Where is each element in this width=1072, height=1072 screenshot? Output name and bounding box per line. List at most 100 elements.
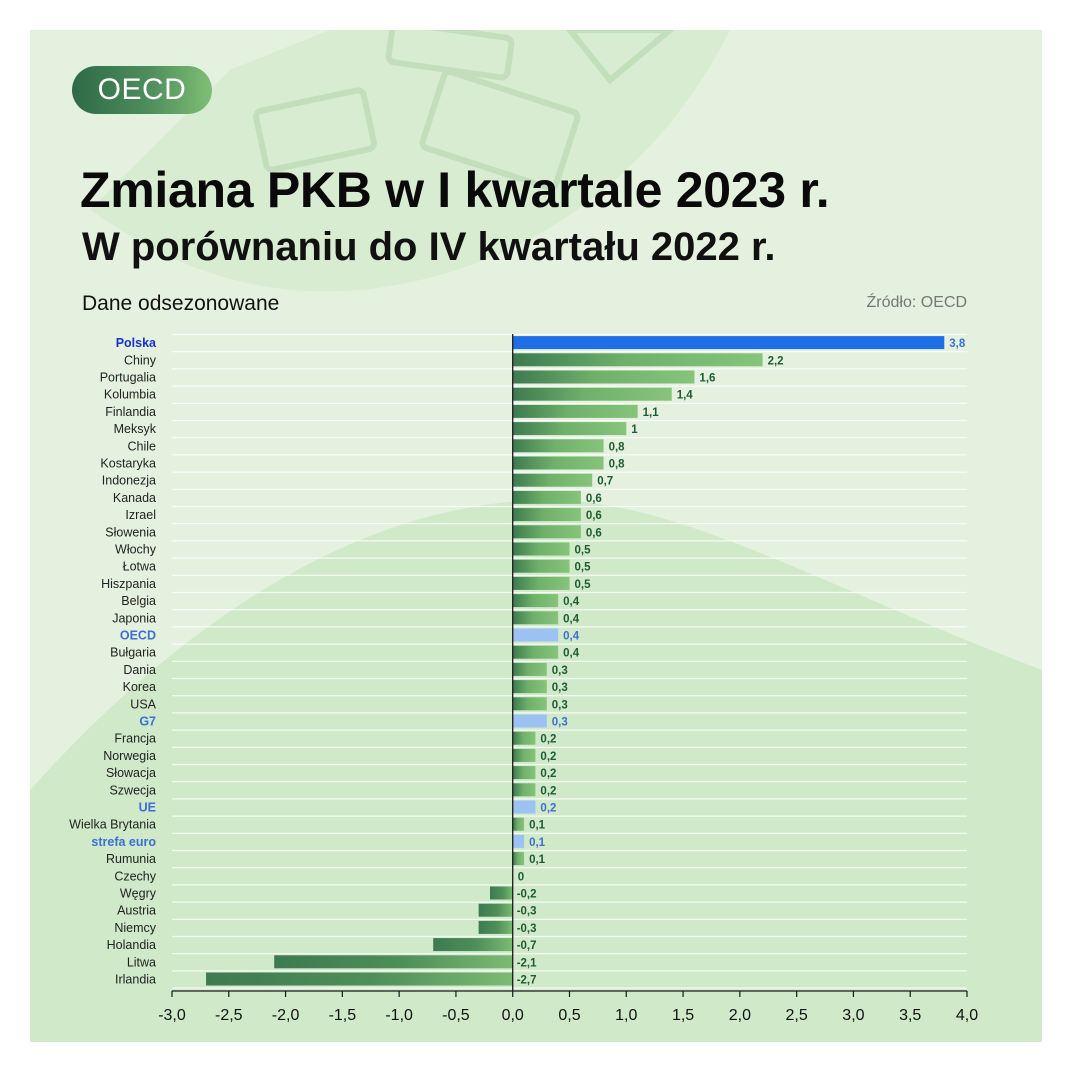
value-label: 2,2 xyxy=(768,355,784,367)
bar-hiszpania xyxy=(512,576,570,590)
category-label: Szwecja xyxy=(109,783,156,797)
bar-korea xyxy=(512,680,547,694)
value-label: 0,4 xyxy=(563,596,580,608)
category-label: Hiszpania xyxy=(101,577,156,591)
bar-oecd xyxy=(512,628,559,642)
bar-francja xyxy=(512,731,536,745)
value-label: 0 xyxy=(518,871,524,883)
value-label: 0,5 xyxy=(575,579,592,591)
value-label: -0,2 xyxy=(517,889,537,901)
value-label: 0,1 xyxy=(529,837,546,849)
bar-belgia xyxy=(512,594,559,608)
bar-dania xyxy=(512,662,547,676)
data-note: Dane odsezonowane xyxy=(82,292,280,315)
bar-holandia xyxy=(433,938,513,952)
category-label: Litwa xyxy=(127,955,156,969)
category-label: Węgry xyxy=(120,887,157,901)
bar-wielka-brytania xyxy=(512,817,525,831)
gdp-bar-chart: Polska 3,8 Chiny 2,2 Portugalia 1,6 Kolumbia 1,… xyxy=(69,333,978,1024)
category-label: Kostaryka xyxy=(100,457,156,471)
value-label: 0,4 xyxy=(563,648,580,660)
x-tick-label: -0,5 xyxy=(442,1007,470,1024)
category-label: Bułgaria xyxy=(110,646,156,660)
category-label: OECD xyxy=(120,629,156,643)
value-label: 0,3 xyxy=(552,682,568,694)
category-label: UE xyxy=(139,801,156,815)
bar-japonia xyxy=(512,611,559,625)
bar-kolumbia xyxy=(512,387,672,401)
category-label: Słowenia xyxy=(105,525,156,539)
value-label: 3,8 xyxy=(949,338,966,350)
category-label: G7 xyxy=(139,715,156,729)
category-label: Czechy xyxy=(114,869,156,883)
infographic-panel: OECD Zmiana PKB w I kwartale 2023 r. W p… xyxy=(30,30,1042,1042)
value-label: -2,7 xyxy=(517,975,537,987)
bar-włochy xyxy=(512,542,570,556)
value-label: 0,6 xyxy=(586,493,602,505)
bar-chile xyxy=(512,439,604,453)
category-label: Niemcy xyxy=(114,921,156,935)
category-label: Belgia xyxy=(121,594,156,608)
bar-polska xyxy=(512,336,945,350)
category-label: Izrael xyxy=(125,508,156,522)
bar-szwecja xyxy=(512,783,536,797)
value-label: -2,1 xyxy=(517,957,537,969)
x-tick-label: 3,0 xyxy=(842,1007,864,1024)
value-label: -0,7 xyxy=(517,940,537,952)
x-tick-label: 1,0 xyxy=(615,1007,637,1024)
value-label: 0,3 xyxy=(552,699,568,711)
bar-węgry xyxy=(490,886,513,900)
bar-irlandia xyxy=(206,972,513,986)
category-label: Japonia xyxy=(112,611,156,625)
x-tick-label: 4,0 xyxy=(956,1007,978,1024)
bar-finlandia xyxy=(512,404,638,418)
value-label: 0,3 xyxy=(552,665,568,677)
category-label: Francja xyxy=(114,732,156,746)
x-tick-label: -2,0 xyxy=(272,1007,300,1024)
oecd-badge: OECD xyxy=(72,66,212,114)
x-tick-label: 0,5 xyxy=(558,1007,580,1024)
value-label: 0,2 xyxy=(540,785,556,797)
bar-norwegia xyxy=(512,748,536,762)
bar-słowenia xyxy=(512,525,581,539)
category-label: Chiny xyxy=(124,353,157,367)
page-title: Zmiana PKB w I kwartale 2023 r. xyxy=(80,162,830,218)
bar-meksyk xyxy=(512,422,627,436)
value-label: -0,3 xyxy=(517,906,537,918)
value-label: 0,2 xyxy=(540,803,556,815)
bar-bułgaria xyxy=(512,645,559,659)
value-label: 1 xyxy=(631,424,638,436)
bar-usa xyxy=(512,697,547,711)
category-label: Kanada xyxy=(113,491,156,505)
value-label: 0,4 xyxy=(563,613,580,625)
category-label: Holandia xyxy=(107,938,156,952)
bar-kanada xyxy=(512,490,581,504)
category-label: Finlandia xyxy=(105,405,156,419)
value-label: 0,5 xyxy=(575,562,592,574)
category-label: Chile xyxy=(128,439,157,453)
value-label: 1,4 xyxy=(677,390,694,402)
value-label: 0,8 xyxy=(609,459,626,471)
banknote-decoration xyxy=(253,30,675,192)
value-label: 0,7 xyxy=(597,476,613,488)
bar-indonezja xyxy=(512,473,593,487)
category-label: Rumunia xyxy=(106,852,156,866)
bar-rumunia xyxy=(512,852,525,866)
value-label: 0,1 xyxy=(529,854,546,866)
value-label: 0,1 xyxy=(529,820,546,832)
bar-niemcy xyxy=(478,920,513,934)
category-label: Austria xyxy=(117,904,156,918)
bar-chiny xyxy=(512,353,763,367)
category-label: strefa euro xyxy=(91,835,156,849)
x-tick-label: 2,0 xyxy=(729,1007,751,1024)
value-label: 0,2 xyxy=(540,751,556,763)
value-label: 1,1 xyxy=(643,407,660,419)
source-note: Źródło: OECD xyxy=(866,294,967,311)
value-label: 0,5 xyxy=(575,545,592,557)
value-label: 0,2 xyxy=(540,734,556,746)
category-label: USA xyxy=(130,697,156,711)
category-label: Słowacja xyxy=(106,766,156,780)
value-label: 0,4 xyxy=(563,631,580,643)
bar-portugalia xyxy=(512,370,695,384)
category-label: Meksyk xyxy=(114,422,157,436)
